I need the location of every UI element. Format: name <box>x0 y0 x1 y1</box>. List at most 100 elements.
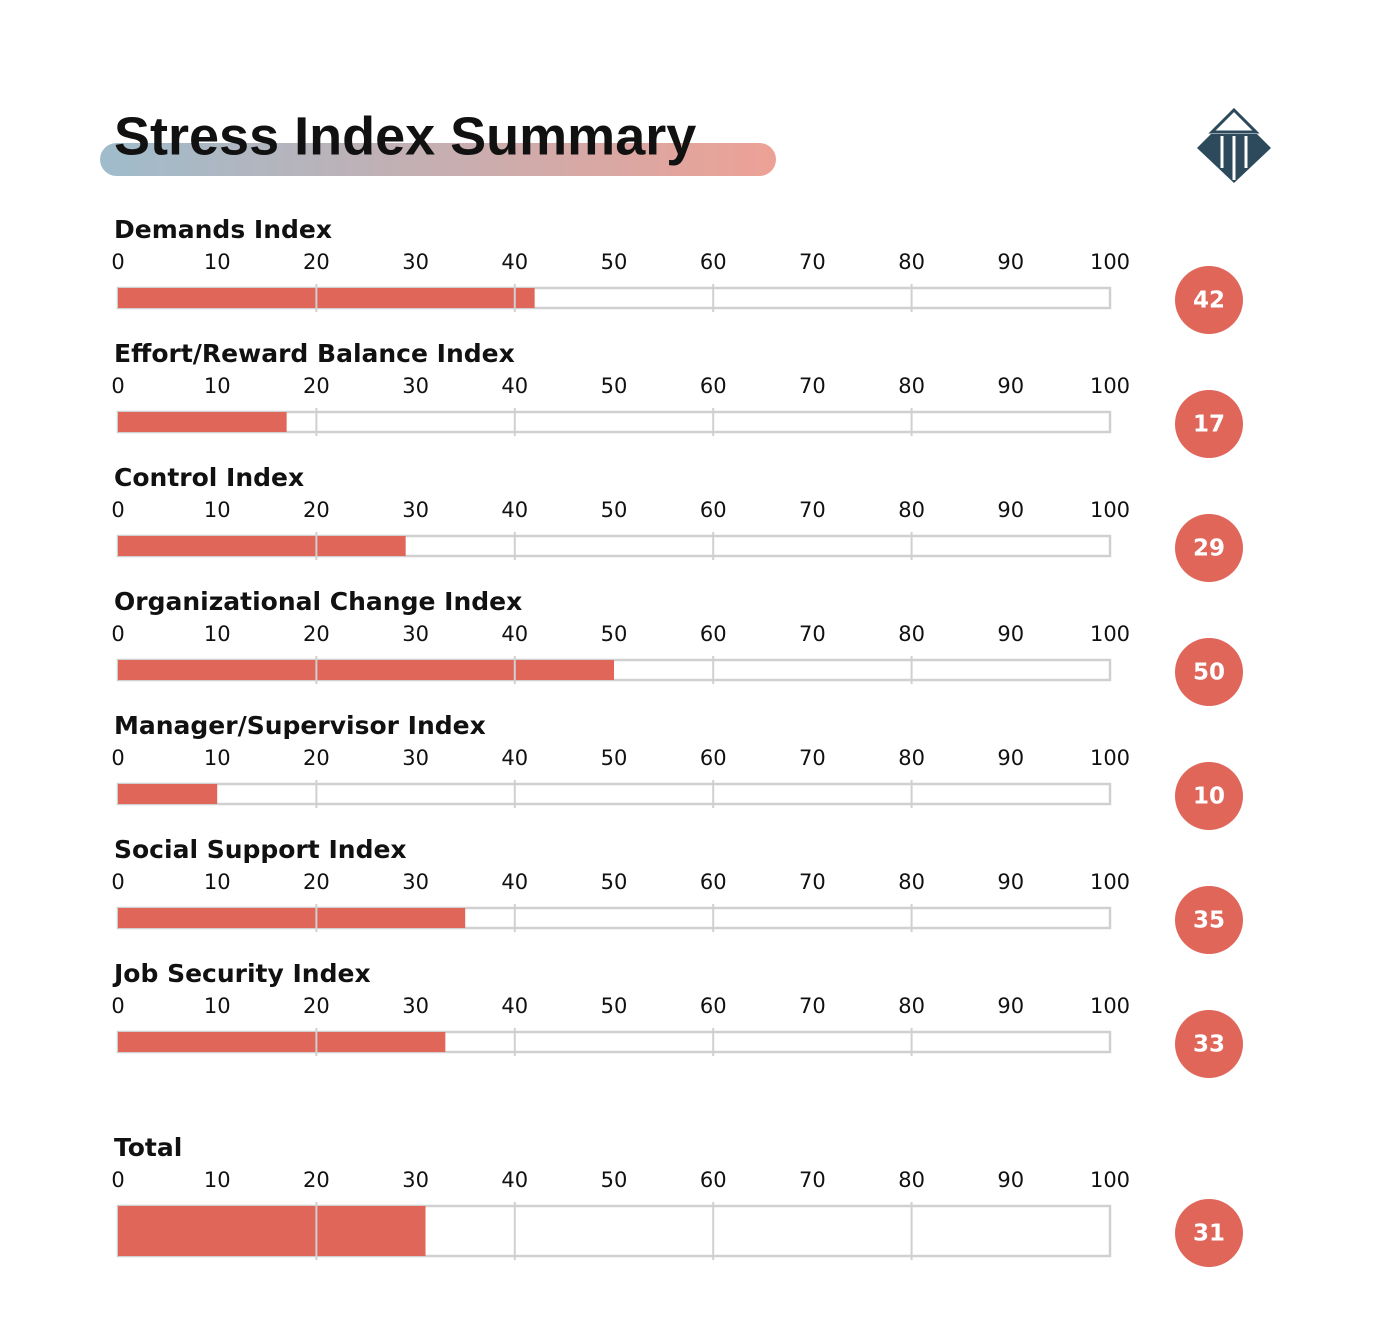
x-tick-label: 60 <box>700 622 727 646</box>
chart-title: Manager/Supervisor Index <box>114 711 486 740</box>
x-tick-label: 0 <box>111 622 124 646</box>
x-tick-label: 70 <box>799 498 826 522</box>
x-tick-label: 0 <box>111 746 124 770</box>
x-tick-label: 100 <box>1090 498 1130 522</box>
x-tick-label: 10 <box>204 250 231 274</box>
x-tick-label: 30 <box>402 746 429 770</box>
title-highlight <box>100 143 776 176</box>
x-tick-label: 20 <box>303 994 330 1018</box>
bar <box>118 1206 426 1256</box>
x-tick-label: 40 <box>501 994 528 1018</box>
x-tick-label: 20 <box>303 498 330 522</box>
page-title: Stress Index Summary <box>114 106 696 166</box>
value-badge <box>1175 638 1243 706</box>
x-tick-label: 100 <box>1090 622 1130 646</box>
x-tick-label: 10 <box>204 374 231 398</box>
bar <box>118 908 466 928</box>
bar <box>118 660 614 680</box>
x-tick-label: 20 <box>303 250 330 274</box>
x-tick-label: 30 <box>402 870 429 894</box>
x-tick-label: 80 <box>898 1168 925 1192</box>
x-tick-label: 20 <box>303 622 330 646</box>
x-tick-label: 70 <box>799 994 826 1018</box>
x-tick-label: 80 <box>898 746 925 770</box>
x-tick-label: 70 <box>799 250 826 274</box>
value-label: 31 <box>1193 1221 1225 1247</box>
x-tick-label: 50 <box>601 498 628 522</box>
bar <box>118 536 406 556</box>
x-tick-label: 80 <box>898 250 925 274</box>
value-badge <box>1175 762 1243 830</box>
x-tick-label: 10 <box>204 498 231 522</box>
bar-track <box>116 782 1112 806</box>
x-tick-label: 30 <box>402 1168 429 1192</box>
x-tick-label: 0 <box>111 374 124 398</box>
x-tick-label: 0 <box>111 1168 124 1192</box>
x-tick-label: 80 <box>898 374 925 398</box>
x-tick-label: 0 <box>111 250 124 274</box>
x-tick-label: 90 <box>997 994 1024 1018</box>
x-tick-label: 0 <box>111 870 124 894</box>
x-tick-label: 40 <box>501 1168 528 1192</box>
x-tick-label: 40 <box>501 374 528 398</box>
bar <box>118 412 287 432</box>
x-tick-label: 30 <box>402 994 429 1018</box>
x-tick-label: 60 <box>700 250 727 274</box>
x-tick-label: 100 <box>1090 994 1130 1018</box>
value-badge <box>1175 886 1243 954</box>
x-tick-label: 60 <box>700 374 727 398</box>
x-tick-label: 20 <box>303 746 330 770</box>
x-tick-label: 10 <box>204 1168 231 1192</box>
bar <box>118 288 535 308</box>
chart-title: Control Index <box>114 463 304 492</box>
x-tick-label: 70 <box>799 746 826 770</box>
bar <box>118 1032 446 1052</box>
value-label: 33 <box>1193 1032 1225 1058</box>
x-tick-label: 100 <box>1090 1168 1130 1192</box>
value-badge <box>1175 266 1243 334</box>
x-tick-label: 80 <box>898 622 925 646</box>
chart-title: Social Support Index <box>114 835 407 864</box>
x-tick-label: 60 <box>700 994 727 1018</box>
x-tick-label: 40 <box>501 870 528 894</box>
x-tick-label: 20 <box>303 374 330 398</box>
x-tick-label: 90 <box>997 498 1024 522</box>
value-badge <box>1175 514 1243 582</box>
value-label: 42 <box>1193 288 1225 314</box>
x-tick-label: 50 <box>601 374 628 398</box>
x-tick-label: 50 <box>601 1168 628 1192</box>
value-label: 50 <box>1193 660 1225 686</box>
x-tick-label: 60 <box>700 1168 727 1192</box>
x-tick-label: 30 <box>402 250 429 274</box>
value-label: 29 <box>1193 536 1225 562</box>
x-tick-label: 20 <box>303 870 330 894</box>
x-tick-label: 40 <box>501 250 528 274</box>
x-tick-label: 50 <box>601 870 628 894</box>
x-tick-label: 90 <box>997 374 1024 398</box>
x-tick-label: 10 <box>204 622 231 646</box>
x-tick-label: 100 <box>1090 746 1130 770</box>
x-tick-label: 50 <box>601 622 628 646</box>
x-tick-label: 50 <box>601 746 628 770</box>
x-tick-label: 0 <box>111 994 124 1018</box>
value-badge <box>1175 1010 1243 1078</box>
x-tick-label: 50 <box>601 250 628 274</box>
x-tick-label: 50 <box>601 994 628 1018</box>
x-tick-label: 90 <box>997 870 1024 894</box>
x-tick-label: 40 <box>501 622 528 646</box>
x-tick-label: 70 <box>799 374 826 398</box>
x-tick-label: 10 <box>204 870 231 894</box>
x-tick-label: 90 <box>997 746 1024 770</box>
chart-title: Total <box>114 1133 182 1162</box>
x-tick-label: 90 <box>997 250 1024 274</box>
x-tick-label: 60 <box>700 746 727 770</box>
x-tick-label: 70 <box>799 622 826 646</box>
x-tick-label: 10 <box>204 746 231 770</box>
x-tick-label: 100 <box>1090 870 1130 894</box>
x-tick-label: 20 <box>303 1168 330 1192</box>
x-tick-label: 80 <box>898 994 925 1018</box>
value-label: 35 <box>1193 908 1225 934</box>
chart-title: Job Security Index <box>112 959 371 988</box>
x-tick-label: 80 <box>898 498 925 522</box>
